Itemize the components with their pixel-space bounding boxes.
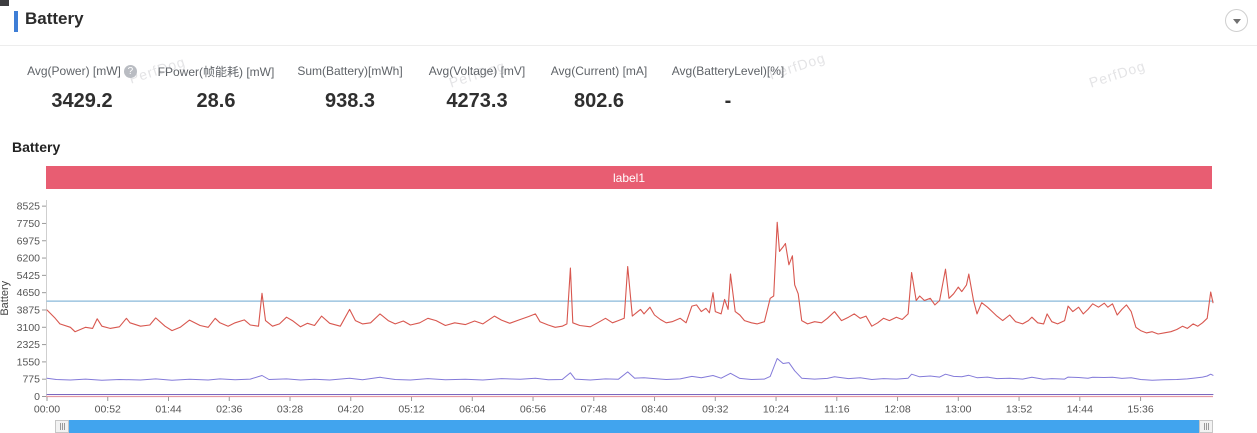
stat-value: 802.6 <box>573 90 625 112</box>
stat-label: FPower(帧能耗) [mW] <box>157 64 275 79</box>
watermark: PerfDog <box>1086 57 1148 91</box>
stat-value: - <box>724 90 732 112</box>
stat-value: 938.3 <box>324 90 376 112</box>
svg-text:0: 0 <box>34 391 40 403</box>
help-icon[interactable]: ? <box>123 64 137 78</box>
chart-scrollbar <box>55 420 1213 433</box>
stat-value: 4273.3 <box>446 90 508 112</box>
svg-text:13:52: 13:52 <box>1006 404 1032 416</box>
stat-avg-power: Avg(Power) [mW]? 3429.2 <box>26 62 138 113</box>
stat-avg-current: Avg(Current) [mA] 802.6 <box>548 62 650 113</box>
svg-text:775: 775 <box>22 374 40 386</box>
svg-text:06:04: 06:04 <box>459 404 485 416</box>
panel-title: Battery <box>25 9 84 28</box>
chart-section-title: Battery <box>12 139 61 155</box>
chart-label-text: label1 <box>612 170 646 185</box>
header-separator <box>0 45 1257 46</box>
chart-label-marker[interactable]: label1 <box>46 166 1212 189</box>
stat-value: 28.6 <box>196 90 236 112</box>
svg-text:6200: 6200 <box>17 253 41 265</box>
svg-text:14:44: 14:44 <box>1067 404 1093 416</box>
svg-text:2325: 2325 <box>17 339 41 351</box>
svg-text:10:24: 10:24 <box>763 404 789 416</box>
svg-text:01:44: 01:44 <box>155 404 181 416</box>
stat-fpower: FPower(帧能耗) [mW] 28.6 <box>157 62 275 113</box>
svg-text:12:08: 12:08 <box>884 404 910 416</box>
svg-text:02:36: 02:36 <box>216 404 242 416</box>
svg-text:00:00: 00:00 <box>34 404 60 416</box>
svg-text:8525: 8525 <box>17 201 41 213</box>
title-accent-bar <box>14 11 18 32</box>
svg-text:3875: 3875 <box>17 304 41 316</box>
stat-label: Avg(Current) [mA] <box>550 64 648 78</box>
stat-sum-battery: Sum(Battery)[mWh] 938.3 <box>294 62 406 113</box>
stats-row: Avg(Power) [mW]? 3429.2 FPower(帧能耗) [mW]… <box>26 62 786 113</box>
scrollbar-right-handle[interactable] <box>1199 420 1213 433</box>
svg-text:05:12: 05:12 <box>398 404 424 416</box>
stat-avg-battery-level: Avg(BatteryLevel)[%] - <box>670 62 786 113</box>
screen-corner-artifact <box>0 0 9 6</box>
stat-avg-voltage: Avg(Voltage) [mV] 4273.3 <box>426 62 528 113</box>
svg-text:1550: 1550 <box>17 356 41 368</box>
stat-label: Avg(BatteryLevel)[%] <box>671 64 785 78</box>
svg-text:6975: 6975 <box>17 235 41 247</box>
svg-text:5425: 5425 <box>17 270 41 282</box>
battery-chart[interactable]: 0 775 1550 2325 3100 3875 4650 5425 6200 6975 7750… <box>0 196 1257 420</box>
svg-text:03:28: 03:28 <box>277 404 303 416</box>
svg-text:06:56: 06:56 <box>520 404 546 416</box>
svg-text:4650: 4650 <box>17 287 41 299</box>
chevron-down-icon <box>1232 18 1241 24</box>
svg-text:09:32: 09:32 <box>702 404 728 416</box>
svg-text:04:20: 04:20 <box>338 404 364 416</box>
stat-label: Avg(Voltage) [mV] <box>428 64 526 78</box>
svg-text:00:52: 00:52 <box>95 404 121 416</box>
stat-label: Avg(Power) [mW] <box>27 64 121 78</box>
svg-text:Battery: Battery <box>0 280 11 315</box>
svg-text:3100: 3100 <box>17 322 41 334</box>
stat-value: 3429.2 <box>51 90 113 112</box>
stat-label: Sum(Battery)[mWh] <box>297 64 403 78</box>
scrollbar-left-handle[interactable] <box>55 420 69 433</box>
svg-text:15:36: 15:36 <box>1127 404 1153 416</box>
svg-text:13:00: 13:00 <box>945 404 971 416</box>
svg-text:7750: 7750 <box>17 218 41 230</box>
svg-text:08:40: 08:40 <box>641 404 667 416</box>
svg-text:07:48: 07:48 <box>581 404 607 416</box>
svg-text:11:16: 11:16 <box>824 404 850 416</box>
scrollbar-track[interactable] <box>69 420 1199 433</box>
collapse-button[interactable] <box>1225 9 1248 32</box>
